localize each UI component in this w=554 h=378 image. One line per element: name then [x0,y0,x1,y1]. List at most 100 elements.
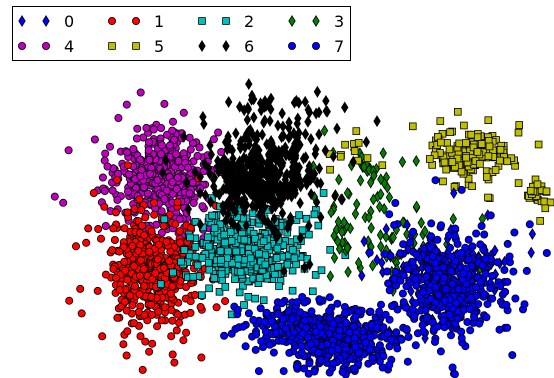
point-series-2 [231,275,239,283]
point-series-2 [160,215,169,224]
point-series-7 [301,316,310,325]
point-series-7 [408,257,417,266]
point-series-6 [250,111,258,124]
point-series-7 [249,315,258,324]
point-series-1 [162,237,171,246]
point-series-3 [412,155,420,167]
point-series-7 [464,255,473,264]
point-series-5 [514,128,523,137]
point-series-1 [128,301,137,310]
point-series-7 [442,285,451,294]
point-series-7 [404,332,413,341]
point-series-1 [136,332,145,341]
point-series-4 [144,138,153,147]
legend-label-1: 1 [154,12,164,31]
point-series-1 [130,262,139,271]
point-series-7 [476,277,485,286]
point-series-1 [154,240,163,249]
point-series-1 [196,302,205,311]
point-series-2 [259,237,268,246]
point-series-7 [327,346,336,355]
legend-label-4: 4 [64,37,74,56]
point-series-1 [122,351,131,360]
point-series-2 [288,286,297,295]
point-series-7 [476,240,485,249]
legend: 0 1 2 3 4 5 6 7 [12,6,351,61]
point-series-7 [481,269,490,278]
point-series-1 [122,306,131,315]
point-series-7 [342,318,351,327]
point-series-7 [493,258,502,267]
point-series-1 [182,328,191,337]
point-series-5 [477,140,486,148]
point-series-7 [296,308,305,317]
point-series-7 [511,294,520,303]
point-series-2 [191,243,200,251]
point-series-1 [123,327,132,336]
point-series-1 [140,281,149,290]
point-series-7 [239,322,248,331]
legend-marker-7 [287,42,296,51]
point-series-1 [94,224,103,233]
point-series-5 [462,153,470,162]
point-series-7 [448,280,457,289]
point-series-3 [351,207,360,220]
point-series-7 [428,252,437,261]
point-series-1 [168,282,177,291]
point-series-7 [509,267,518,276]
point-series-6 [315,162,324,175]
point-series-2 [191,252,200,261]
point-series-7 [399,298,408,307]
point-series-7 [427,232,436,241]
point-series-7 [391,198,400,207]
legend-label-6: 6 [244,37,254,56]
point-series-7 [349,322,358,331]
point-series-7 [387,301,396,310]
point-series-6 [362,136,371,148]
point-series-1 [166,289,175,298]
point-series-1 [186,297,195,306]
point-series-2 [204,233,212,242]
point-series-3 [376,229,385,242]
point-series-7 [454,285,463,294]
point-series-7 [220,331,229,340]
point-series-7 [424,264,433,273]
point-series-7 [468,242,477,251]
point-series-5 [534,140,543,149]
point-series-7 [480,230,489,239]
point-series-4 [106,142,115,151]
point-series-4 [173,173,182,182]
point-series-7 [403,357,412,366]
point-series-7 [488,294,497,303]
point-series-5 [341,140,349,149]
point-series-7 [503,239,512,248]
point-series-4 [129,144,138,153]
point-series-1 [141,337,150,346]
point-series-7 [411,275,420,284]
point-series-7 [311,327,320,336]
point-series-7 [475,319,484,328]
point-series-7 [244,309,253,318]
point-series-7 [431,259,440,268]
point-series-7 [254,367,263,376]
point-series-7 [251,345,260,354]
point-series-7 [440,323,449,332]
point-series-7 [391,267,400,276]
point-series-0 [360,235,368,248]
point-series-1 [129,319,138,328]
point-series-7 [457,185,466,194]
point-series-7 [350,364,359,373]
point-series-1 [98,332,107,341]
point-series-5 [455,139,463,148]
point-series-2 [240,235,249,244]
point-series-6 [278,207,287,220]
point-series-3 [330,251,339,264]
point-series-4 [172,184,181,193]
point-series-7 [267,317,276,326]
point-series-4 [50,192,59,201]
legend-label-3: 3 [334,12,344,31]
point-series-7 [496,282,505,291]
point-series-1 [126,291,135,300]
point-series-1 [150,210,159,219]
